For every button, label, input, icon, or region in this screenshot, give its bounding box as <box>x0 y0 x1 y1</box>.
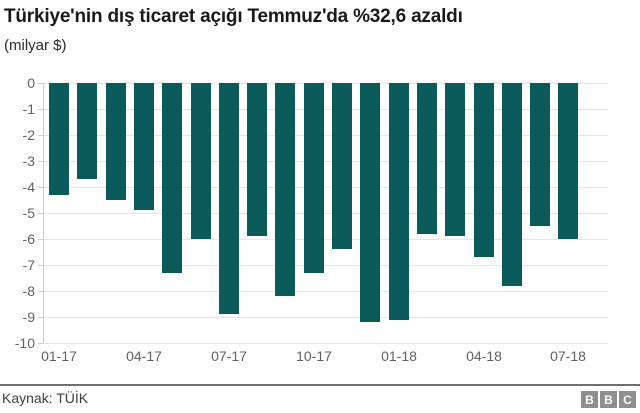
bar-02-18 <box>417 83 437 234</box>
bar-10-17 <box>304 83 324 273</box>
ytick--3 <box>38 161 43 162</box>
y-axis-label--4: -4 <box>22 179 35 195</box>
y-axis-label--10: -10 <box>14 335 35 351</box>
gridline-y--1 <box>43 109 608 110</box>
footer-divider <box>0 384 640 386</box>
bar-01-17 <box>49 83 69 195</box>
bar-02-17 <box>77 83 97 179</box>
bar-chart-plot-area: 0 -1 -2 -3 -4 -5 -6 -7 -8 -9 -10 01-17 04-17 07-17 10-… <box>14 75 608 364</box>
chart-title: Türkiye'nin dış ticaret açığı Temmuz'da … <box>4 6 463 27</box>
x-axis-label-01-17: 01-17 <box>41 348 77 364</box>
bar-01-18 <box>389 83 409 320</box>
bbc-logo-block-3: C <box>619 391 636 408</box>
y-axis-label--7: -7 <box>22 257 35 273</box>
bbc-logo: B B C <box>581 391 636 408</box>
y-axis-label-0: 0 <box>27 75 35 91</box>
gridline-y--6 <box>43 239 608 240</box>
x-axis-label-07-17: 07-17 <box>211 348 247 364</box>
gridline-y--3 <box>43 161 608 162</box>
ytick--9 <box>38 317 43 318</box>
gridline-y--8 <box>43 291 608 292</box>
ytick--8 <box>38 291 43 292</box>
y-axis-label--6: -6 <box>22 231 35 247</box>
chart-subtitle: (milyar $) <box>4 37 67 54</box>
y-axis-label--2: -2 <box>22 127 35 143</box>
bar-07-18 <box>558 83 578 239</box>
bar-06-17 <box>191 83 211 239</box>
gridline-y--2 <box>43 135 608 136</box>
gridline-y--4 <box>43 187 608 188</box>
ytick--7 <box>38 265 43 266</box>
bbc-logo-block-2: B <box>600 391 617 408</box>
ytick-0 <box>38 83 43 84</box>
bar-05-18 <box>502 83 522 286</box>
gridline-y--9 <box>43 317 608 318</box>
bar-03-18 <box>445 83 465 236</box>
ytick--2 <box>38 135 43 136</box>
ytick--4 <box>38 187 43 188</box>
bar-03-17 <box>106 83 126 200</box>
y-axis-label--8: -8 <box>22 283 35 299</box>
ytick--5 <box>38 213 43 214</box>
x-axis-label-01-18: 01-18 <box>381 348 417 364</box>
bar-11-17 <box>332 83 352 249</box>
ytick--10 <box>38 343 43 344</box>
bar-04-17 <box>134 83 154 210</box>
bar-06-18 <box>530 83 550 226</box>
bar-07-17 <box>219 83 239 314</box>
ytick--1 <box>38 109 43 110</box>
y-axis-label--9: -9 <box>22 309 35 325</box>
gridline-y-0 <box>43 83 608 84</box>
bar-09-17 <box>275 83 295 296</box>
gridline-y--10 <box>43 343 608 344</box>
bar-05-17 <box>162 83 182 273</box>
x-axis-label-04-17: 04-17 <box>126 348 162 364</box>
x-axis-label-07-18: 07-18 <box>550 348 586 364</box>
y-axis-label--5: -5 <box>22 205 35 221</box>
bar-12-17 <box>360 83 380 322</box>
x-axis-label-10-17: 10-17 <box>296 348 332 364</box>
gridline-y--7 <box>43 265 608 266</box>
bar-04-18 <box>474 83 494 257</box>
x-axis-label-04-18: 04-18 <box>466 348 502 364</box>
bbc-logo-block-1: B <box>581 391 598 408</box>
y-axis-label--3: -3 <box>22 153 35 169</box>
ytick--6 <box>38 239 43 240</box>
y-axis-label--1: -1 <box>22 101 35 117</box>
source-caption: Kaynak: TÜİK <box>2 390 89 406</box>
bar-08-17 <box>247 83 267 236</box>
y-axis-line <box>43 83 44 343</box>
gridline-y--5 <box>43 213 608 214</box>
